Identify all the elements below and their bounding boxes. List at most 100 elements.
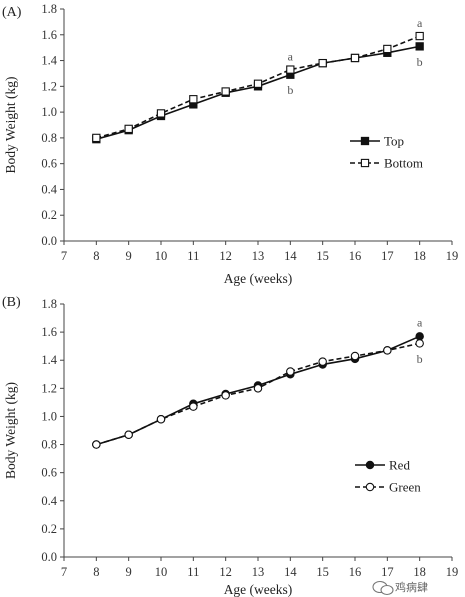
- y-tick-label: 1.6: [41, 325, 57, 339]
- legend-marker: [360, 136, 370, 146]
- x-tick-label: 10: [155, 565, 168, 579]
- y-tick-label: 0.0: [41, 234, 57, 248]
- data-point-green: [415, 339, 424, 348]
- data-point-green: [124, 430, 133, 439]
- data-point-green: [253, 384, 263, 393]
- y-tick-label: 0.4: [41, 182, 57, 196]
- x-tick-label: 14: [284, 565, 297, 579]
- x-tick-label: 9: [126, 565, 132, 579]
- legend-label: Bottom: [384, 156, 423, 171]
- significance-annotation: a: [417, 16, 423, 30]
- x-tick-label: 18: [413, 565, 426, 579]
- data-point-green: [350, 351, 360, 361]
- panel-b: (B) 0.0 0.2 0.4 0.6 0.8 1.0 1.2 1.4 1.6 1.8 7 8 9 10 11…: [2, 295, 458, 597]
- x-tick-label: 19: [446, 565, 459, 579]
- data-point-red: [415, 332, 424, 341]
- panel-label: (A): [2, 5, 22, 20]
- x-axis-title: Age (weeks): [224, 582, 293, 597]
- x-tick-label: 14: [284, 249, 297, 263]
- legend-label: Green: [389, 480, 421, 495]
- data-point-bottom: [189, 95, 198, 104]
- legend-label: Red: [389, 458, 410, 473]
- y-tick-label: 1.4: [41, 353, 57, 367]
- x-tick-label: 7: [61, 565, 67, 579]
- data-point-bottom: [92, 133, 101, 143]
- legend-label: Top: [384, 134, 404, 149]
- y-tick-label: 0.8: [41, 131, 57, 145]
- x-tick-label: 19: [446, 249, 459, 263]
- x-tick-label: 13: [252, 249, 265, 263]
- series-line-green: [96, 342, 420, 446]
- y-tick-label: 0.6: [41, 466, 57, 480]
- x-tick-label: 12: [219, 565, 232, 579]
- x-tick-label: 11: [187, 249, 199, 263]
- data-point-bottom: [318, 58, 327, 68]
- x-tick-label: 7: [61, 249, 67, 263]
- data-point-top: [415, 42, 424, 51]
- data-point-bottom: [415, 31, 424, 41]
- x-tick-label: 11: [187, 565, 199, 579]
- y-tick-label: 1.6: [41, 28, 57, 42]
- x-tick-label: 17: [381, 565, 394, 579]
- y-tick-label: 0.4: [41, 494, 57, 508]
- y-tick-label: 1.0: [41, 409, 57, 423]
- x-tick-label: 15: [316, 249, 329, 263]
- y-tick-label: 0.2: [41, 522, 57, 536]
- y-tick-label: 1.2: [41, 79, 57, 93]
- y-tick-label: 1.8: [41, 297, 57, 311]
- panel-label: (B): [2, 295, 21, 310]
- data-point-bottom: [124, 124, 133, 134]
- significance-annotation: a: [417, 315, 423, 329]
- y-tick-label: 1.2: [41, 381, 57, 395]
- x-tick-label: 15: [316, 565, 329, 579]
- y-tick-label: 0.0: [41, 550, 57, 564]
- y-tick-label: 0.6: [41, 157, 57, 171]
- data-point-bottom: [286, 65, 295, 74]
- x-tick-label: 12: [219, 249, 232, 263]
- data-point-bottom: [156, 109, 166, 118]
- watermark-text: 鸡病肆: [395, 580, 428, 594]
- data-point-green: [189, 402, 198, 411]
- data-point-green: [92, 440, 101, 449]
- data-point-green: [156, 415, 166, 424]
- watermark: 鸡病肆: [372, 580, 428, 596]
- y-axis-title: Body Weight (kg): [3, 77, 18, 174]
- y-axis-title: Body Weight (kg): [3, 382, 18, 479]
- x-tick-label: 8: [93, 249, 99, 263]
- data-point-green: [221, 391, 230, 400]
- x-tick-label: 16: [349, 565, 362, 579]
- significance-annotation: b: [287, 83, 293, 97]
- x-tick-label: 16: [349, 249, 362, 263]
- x-tick-label: 17: [381, 249, 394, 263]
- wechat-icon: [372, 580, 394, 596]
- significance-annotation: a: [288, 50, 294, 64]
- significance-annotation: b: [417, 352, 423, 366]
- data-point-bottom: [253, 79, 263, 88]
- data-point-green: [286, 367, 295, 376]
- data-point-bottom: [221, 87, 230, 96]
- legend-marker: [365, 482, 375, 492]
- y-tick-label: 1.0: [41, 105, 57, 119]
- series-line-top: [96, 45, 420, 140]
- x-tick-label: 13: [252, 565, 265, 579]
- x-tick-label: 8: [93, 565, 99, 579]
- legend: Red Green: [355, 458, 421, 495]
- data-point-bottom: [383, 44, 392, 54]
- data-point-green: [383, 346, 392, 355]
- data-point-bottom: [350, 53, 360, 63]
- panel-a: (A) 0.0 0.2 0.4 0.6 0.8 1.0 1.2 1.4 1.6 1.8 7 8 9 10 11…: [2, 2, 458, 286]
- legend-marker: [360, 158, 370, 168]
- y-tick-label: 1.8: [41, 2, 57, 16]
- x-tick-label: 18: [413, 249, 426, 263]
- legend: Top Bottom: [350, 134, 423, 171]
- significance-annotation: b: [417, 55, 423, 69]
- data-point-green: [318, 357, 327, 366]
- x-tick-label: 10: [155, 249, 168, 263]
- legend-marker: [365, 460, 375, 470]
- y-tick-label: 0.8: [41, 438, 57, 452]
- x-tick-label: 9: [126, 249, 132, 263]
- y-tick-label: 1.4: [41, 54, 57, 68]
- x-axis-title: Age (weeks): [224, 271, 293, 286]
- y-tick-label: 0.2: [41, 208, 57, 222]
